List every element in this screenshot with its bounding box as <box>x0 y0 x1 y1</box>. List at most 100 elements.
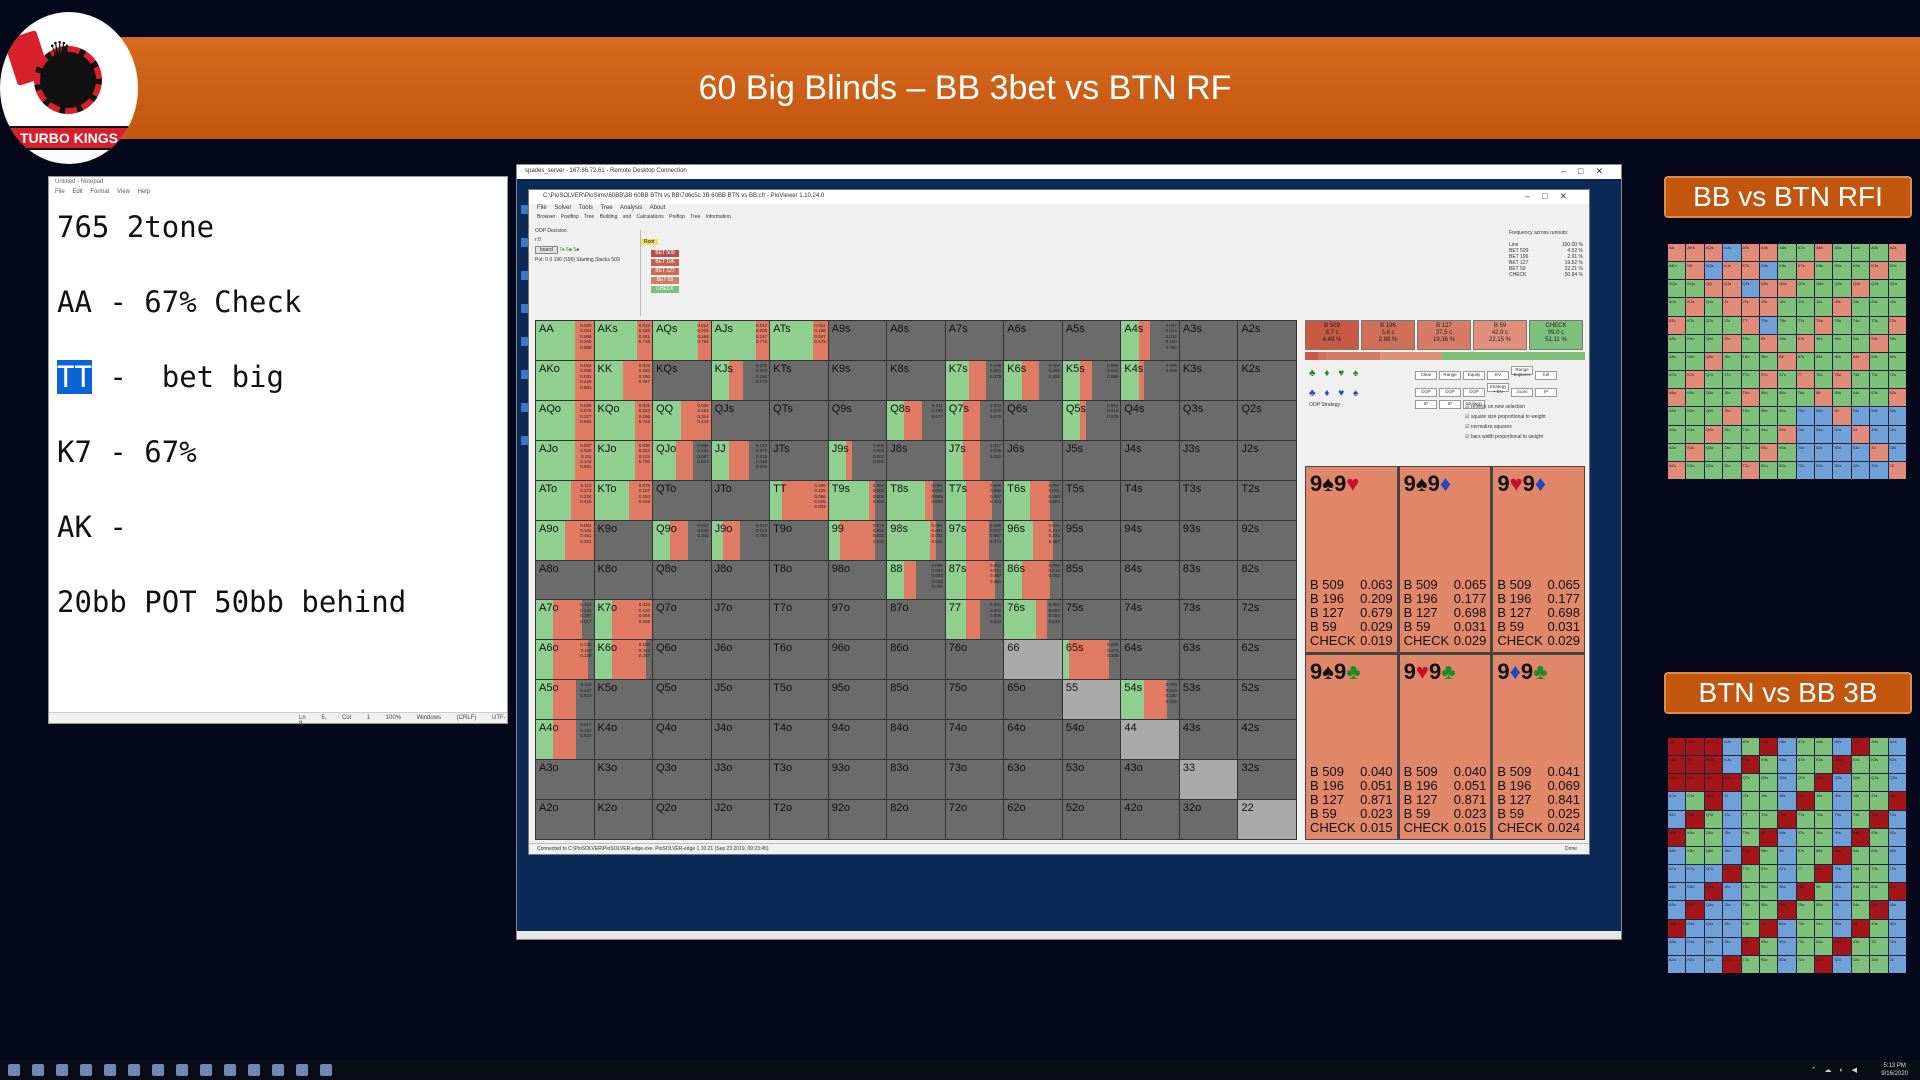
range-cell[interactable]: 65o <box>1004 680 1062 720</box>
range-cell[interactable]: A8s <box>887 321 945 360</box>
panel-button[interactable]: Clear <box>1415 371 1437 380</box>
range-cell[interactable]: 0.001 0.021 0.497 0.481 87s <box>945 560 1004 600</box>
range-cell[interactable]: T3s <box>1179 480 1238 520</box>
notepad-window[interactable]: Untitled - Notepad File Edit Format View… <box>48 176 508 727</box>
pio-menu-bar[interactable]: File Solver Tools Tree Analysis About <box>537 205 666 211</box>
range-cell[interactable]: 0.005 0.003 0.002 0.002 J9s <box>828 440 887 480</box>
range-cell[interactable]: 0.008 0.219 0.493 86s <box>1004 560 1062 600</box>
action-box[interactable]: CHECK 99.0 c 51.11 % <box>1529 320 1583 350</box>
range-cell[interactable]: Q4o <box>653 720 711 760</box>
range-cell[interactable]: 96o <box>828 640 887 680</box>
action-box[interactable]: B 196 5.6 c 2.88 % <box>1361 320 1415 350</box>
combo-cell[interactable]: 9♠9♥ B 509 0.063 B 196 0.209 B 127 0.679 B 59 0.… <box>1306 467 1397 652</box>
range-cell[interactable]: 0.006 0.002 0.002 0.002 0.006 88 <box>887 560 945 600</box>
range-cell[interactable]: 0.025 0.020 0.180 0.467 KK <box>594 360 653 400</box>
range-cell[interactable]: 22 <box>1238 800 1296 839</box>
range-cell[interactable]: 63s <box>1179 640 1238 680</box>
range-cell[interactable]: Q6s <box>1004 400 1062 440</box>
range-cell[interactable]: 98o <box>828 560 887 600</box>
range-cell[interactable]: JTo <box>711 480 770 520</box>
range-grid[interactable]: 0.000 0.004 0.009 0.260 0.668 AA 0.013 0.020 0.2… <box>535 320 1297 840</box>
range-cell[interactable]: 83s <box>1179 560 1238 600</box>
pio-window-controls[interactable]: –□✕ <box>1525 191 1579 201</box>
panel-button[interactable]: Strategy + EV <box>1487 383 1509 394</box>
range-cell[interactable]: T7o <box>770 600 828 640</box>
range-cell[interactable]: 95o <box>828 680 887 720</box>
tree-node[interactable]: CHECK <box>651 286 679 293</box>
range-cell[interactable]: K9s <box>828 360 887 400</box>
combo-cell[interactable]: 9♥9♣ B 509 0.040 B 196 0.051 B 127 0.871 B 59 0.… <box>1399 654 1491 839</box>
range-cell[interactable]: 0.013 0.023 0.752 J9o <box>711 520 770 560</box>
range-cell[interactable]: K9o <box>594 520 653 560</box>
range-cell[interactable]: T5o <box>770 680 828 720</box>
range-cell[interactable]: J8o <box>711 560 770 600</box>
range-cell[interactable]: Q2o <box>653 800 711 839</box>
range-cell[interactable]: 63o <box>1004 760 1062 800</box>
panel-button[interactable]: EV <box>1487 371 1509 380</box>
range-cell[interactable]: 0.125 0.115 0.128 A6o <box>536 640 594 680</box>
range-cell[interactable]: 0.025 0.078 0.227 0.681 AQo <box>536 400 594 440</box>
app-icon[interactable] <box>272 1064 284 1076</box>
desktop-icon[interactable] <box>521 436 530 445</box>
range-cell[interactable]: Q3o <box>653 760 711 800</box>
range-cell[interactable]: 43s <box>1179 720 1238 760</box>
range-cell[interactable]: J6o <box>711 640 770 680</box>
range-cell[interactable]: 66 <box>1004 640 1062 680</box>
range-cell[interactable]: 97o <box>828 600 887 640</box>
range-cell[interactable]: 64o <box>1004 720 1062 760</box>
panel-button[interactable]: IP <box>1415 400 1437 409</box>
range-cell[interactable]: A6s <box>1004 321 1062 360</box>
range-cell[interactable]: 92o <box>828 800 887 839</box>
tree-node[interactable]: BET 509 <box>651 250 679 257</box>
rdp-horizontal-scrollbar[interactable] <box>517 931 1621 939</box>
range-cell[interactable]: J5s <box>1062 440 1121 480</box>
range-cell[interactable]: Q3s <box>1179 400 1238 440</box>
panel-checkbox[interactable]: ☑ refresh on new selection <box>1465 402 1546 412</box>
range-cell[interactable]: Q7o <box>653 600 711 640</box>
range-cell[interactable]: J2s <box>1238 440 1296 480</box>
range-cell[interactable]: 52o <box>1062 800 1121 839</box>
app-icon[interactable] <box>56 1064 68 1076</box>
range-cell[interactable]: J4o <box>711 720 770 760</box>
taskbar-icons[interactable] <box>8 1064 332 1076</box>
range-cell[interactable]: A9s <box>828 321 887 360</box>
range-cell[interactable]: T8o <box>770 560 828 600</box>
range-cell[interactable]: QTs <box>770 400 828 440</box>
taskbar-clock[interactable]: 5:13 PM 9/16/2020 <box>1881 1062 1908 1078</box>
range-cell[interactable]: 72s <box>1238 600 1296 640</box>
desktop-icon[interactable] <box>521 304 530 313</box>
range-cell[interactable]: 0.030 0.183 0.314 0.443 QQ <box>653 400 711 440</box>
range-cell[interactable]: K4o <box>594 720 653 760</box>
desktop-icon[interactable] <box>521 403 530 412</box>
notepad-menu[interactable]: File Edit Format View Help <box>55 189 150 195</box>
range-cell[interactable]: Q9s <box>828 400 887 440</box>
range-cell[interactable]: J5o <box>711 680 770 720</box>
range-cell[interactable]: A2o <box>536 800 594 839</box>
range-cell[interactable]: 0.047 0.014 0.012 0.120 0.780 A4s <box>1121 321 1179 360</box>
panel-checkbox[interactable]: ☑ bars width proportional to weight <box>1465 432 1546 442</box>
app-icon[interactable] <box>104 1064 116 1076</box>
app-icon[interactable] <box>296 1064 308 1076</box>
tree-node[interactable]: BET 196 <box>651 259 679 266</box>
range-cell[interactable]: 0.113 0.173 0.234 0.415 ATo <box>536 480 594 520</box>
range-cell[interactable]: 0.014 0.015 0.169 0.792 AQs <box>653 321 711 360</box>
app-icon[interactable] <box>152 1064 164 1076</box>
range-cell[interactable]: 0.023 0.030 0.675 Q7s <box>945 400 1004 440</box>
range-cell[interactable]: K5o <box>594 680 653 720</box>
range-cell[interactable]: J8s <box>887 440 945 480</box>
range-cell[interactable]: 0.217 0.161 0.524 A4o <box>536 720 594 760</box>
range-cell[interactable]: 32s <box>1238 760 1296 800</box>
range-cell[interactable]: 0.012 0.158 0.247 0.575 ATs <box>770 321 828 360</box>
range-cell[interactable]: A3s <box>1179 321 1238 360</box>
action-summary[interactable]: B 509 8.7 c 4.49 % B 196 5.6 c 2.88 % B 127 37.… <box>1305 320 1585 350</box>
decision-tree[interactable]: Root BET 509 BET 196 BET 127 BET 59 CHECK <box>641 230 681 293</box>
range-cell[interactable]: 93o <box>828 760 887 800</box>
range-cell[interactable]: J3o <box>711 760 770 800</box>
range-cell[interactable]: 64s <box>1121 640 1179 680</box>
range-cell[interactable]: 0.004 0.002 0.006 0.884 T9s <box>828 480 887 520</box>
range-cell[interactable]: 0.001 0.002 0.006 0.624 77 <box>945 600 1004 640</box>
combo-cell[interactable]: 9♠9♦ B 509 0.065 B 196 0.177 B 127 0.698 B 59 0.… <box>1399 467 1491 652</box>
range-cell[interactable]: Q8o <box>653 560 711 600</box>
panel-checkbox[interactable]: ☑ square size proportional to weight <box>1465 412 1546 422</box>
app-icon[interactable] <box>320 1064 332 1076</box>
